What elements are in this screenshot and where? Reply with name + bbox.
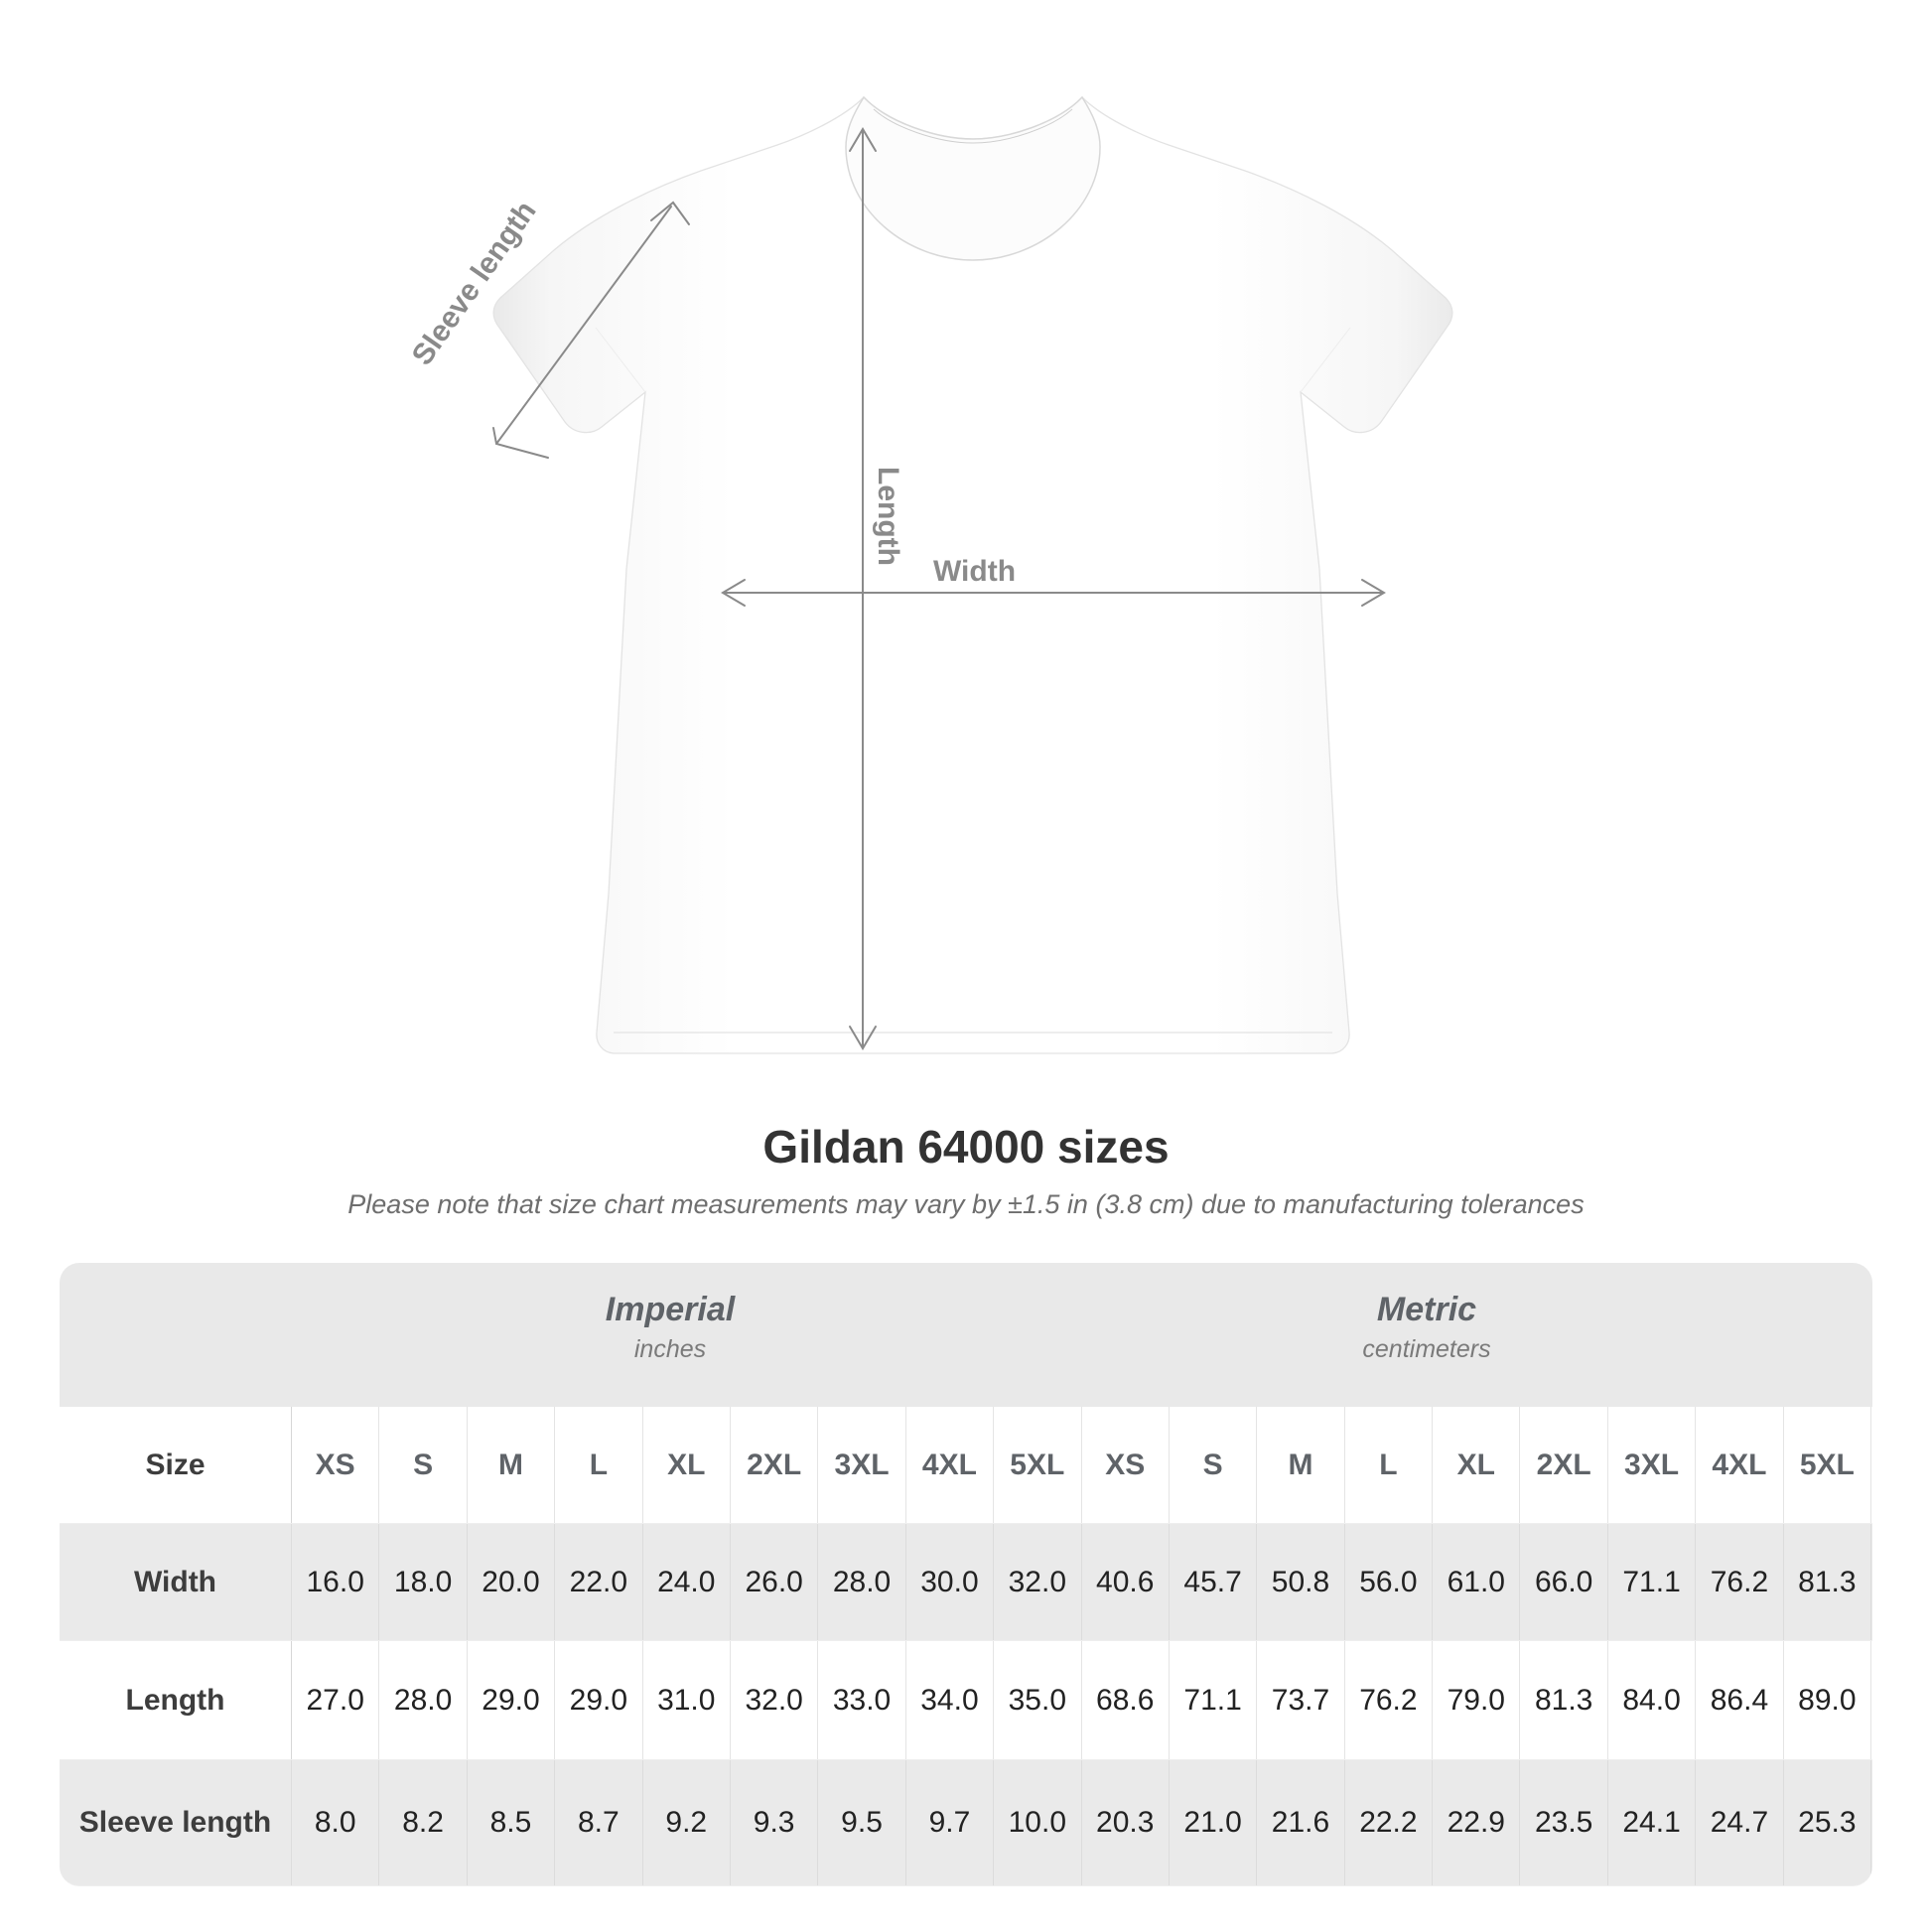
svg-text:Width: Width: [933, 555, 1016, 588]
svg-text:Length: Length: [872, 467, 904, 566]
